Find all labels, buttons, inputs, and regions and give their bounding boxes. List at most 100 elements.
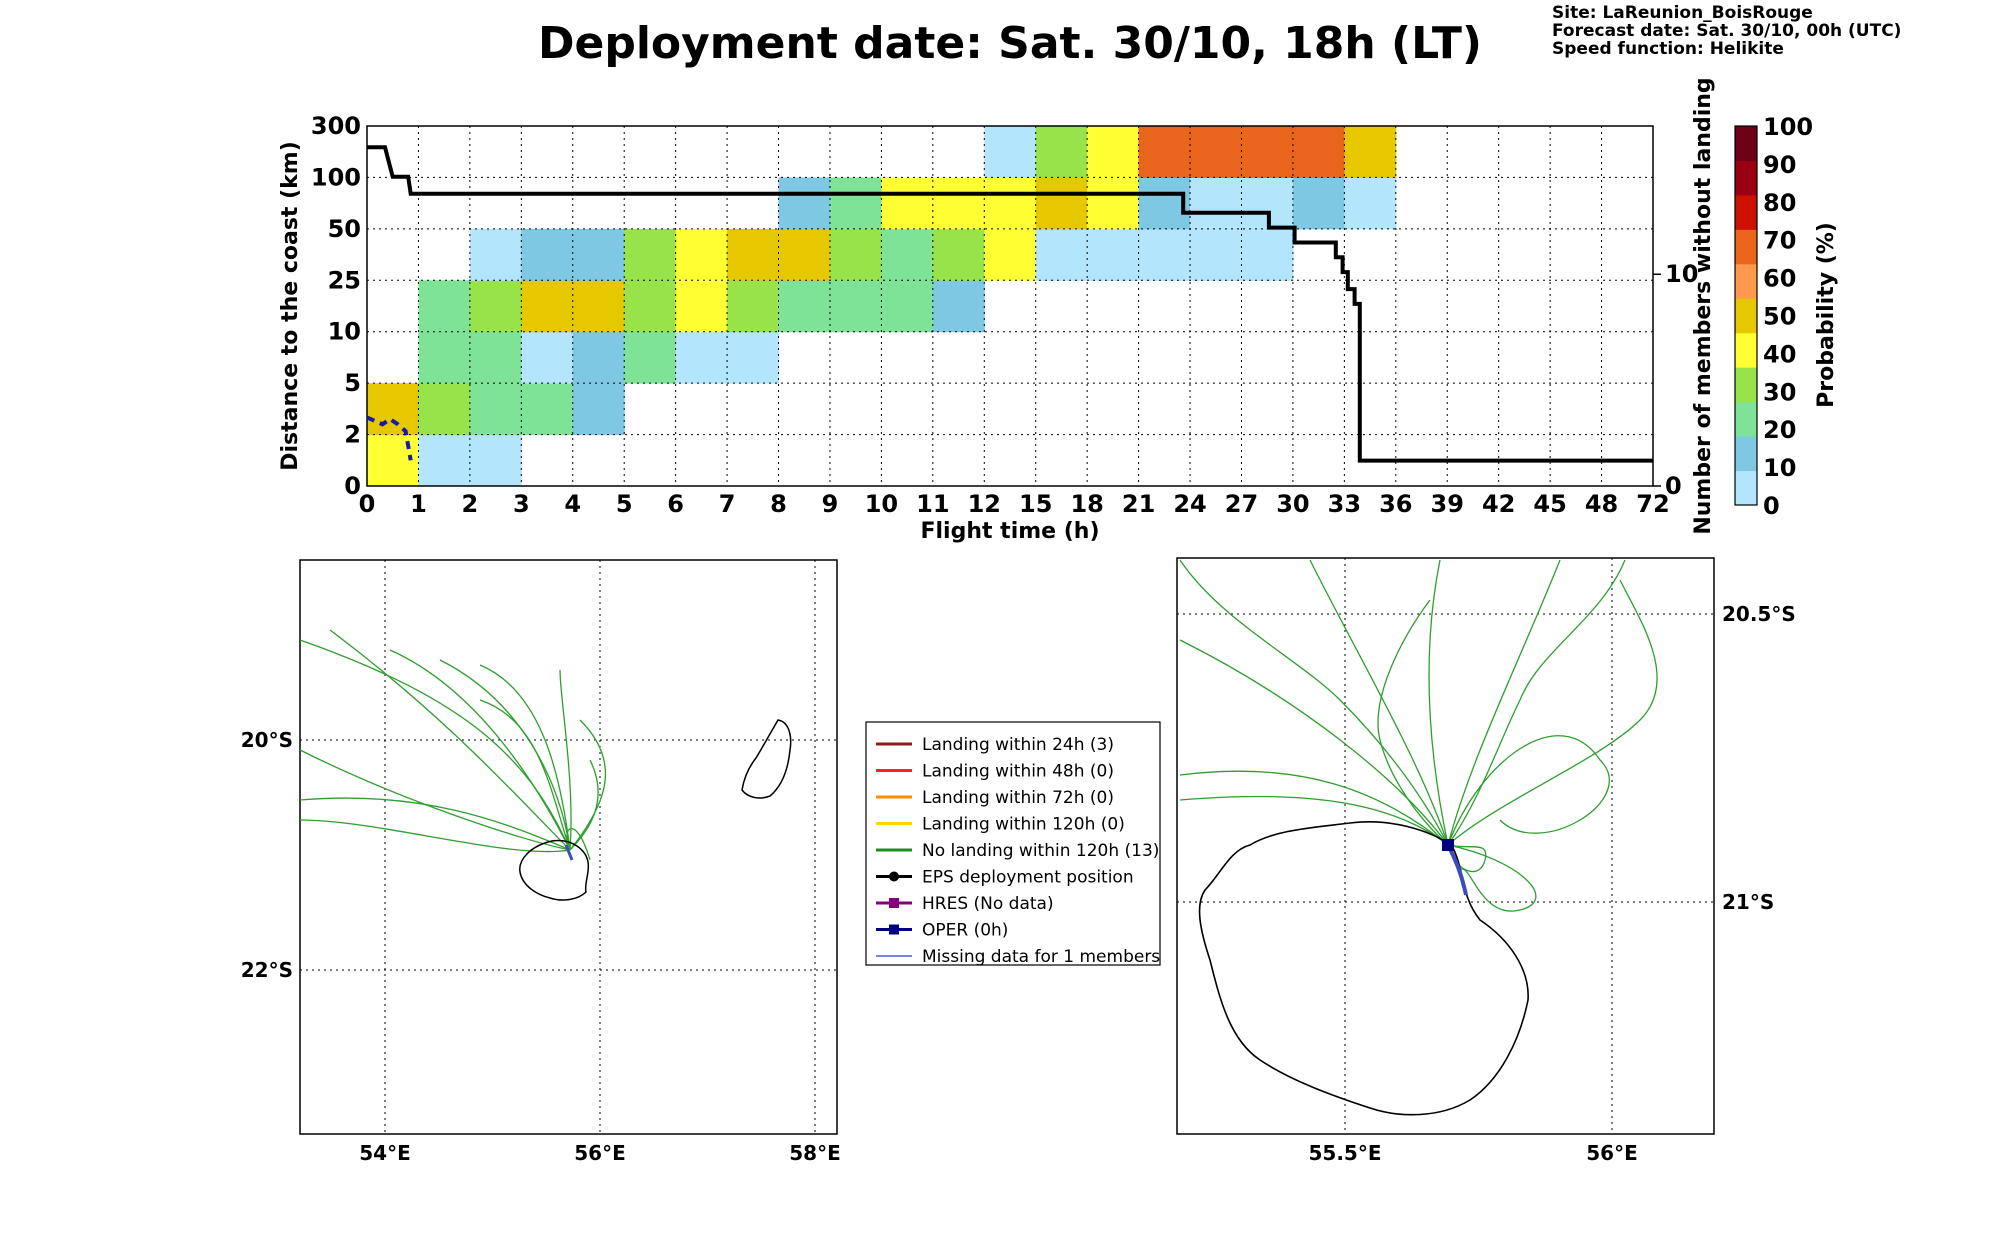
colorbar-tick-label: 80 <box>1763 189 1796 217</box>
x-tick-label: 24 <box>1173 490 1206 518</box>
colorbar-tick-label: 30 <box>1763 378 1796 406</box>
trajectory <box>299 639 571 851</box>
heatmap-cell <box>572 228 625 281</box>
reunion-island-outline <box>1198 821 1529 1116</box>
heatmap-cell <box>469 228 522 281</box>
colorbar-tick-label: 60 <box>1763 265 1796 293</box>
colorbar-swatch <box>1735 160 1757 196</box>
x-tick-label: 21 <box>1122 490 1155 518</box>
left-map-y-tick: 20°S <box>241 728 293 752</box>
x-tick-label: 2 <box>462 490 479 518</box>
heatmap-cell <box>1190 177 1242 230</box>
mauritius-island-outline <box>741 719 792 799</box>
oper-track <box>564 844 574 861</box>
heatmap-cell <box>727 228 780 281</box>
x-tick-label: 1 <box>410 490 427 518</box>
y-tick-label: 100 <box>311 163 361 191</box>
trajectory <box>1447 844 1487 873</box>
legend-item: Landing within 24h (3) <box>876 735 1114 755</box>
right-map-x-tick: 56°E <box>1586 1141 1638 1165</box>
heatmap-cell <box>1087 228 1140 281</box>
site-label: Site: LaReunion_BoisRouge <box>1552 3 1813 23</box>
heatmap-cell <box>778 177 831 230</box>
heatmap-cell <box>367 383 419 436</box>
heatmap-cell <box>418 280 471 333</box>
heatmap-cell <box>469 280 522 333</box>
heatmap-cell <box>418 331 471 384</box>
colorbar-tick-label: 50 <box>1763 303 1796 331</box>
heatmap-cell <box>1035 126 1088 178</box>
heatmap-cell <box>418 383 471 436</box>
y-axis-label: Distance to the coast (km) <box>278 141 303 471</box>
colorbar-swatch <box>1735 332 1757 368</box>
x-tick-label: 36 <box>1379 490 1412 518</box>
heatmap-cell <box>521 228 574 281</box>
x-axis-label: Flight time (h) <box>920 519 1099 544</box>
heatmap-cell <box>1138 126 1191 178</box>
colorbar: 0 10 20 30 40 50 60 70 80 90 100 <box>1734 113 1813 520</box>
heatmap-cell <box>932 228 985 281</box>
legend-item: Landing within 48h (0) <box>876 762 1114 782</box>
legend-label: OPER (0h) <box>922 921 1008 941</box>
heatmap-cell <box>829 280 882 333</box>
legend-item: EPS deployment position <box>876 868 1134 888</box>
right-map: 55.5°E 56°E 20.5°S 21°S <box>1176 557 1796 1165</box>
trajectory <box>1447 559 1626 846</box>
x-tick-label: 39 <box>1431 490 1464 518</box>
x-tick-label: 11 <box>916 490 949 518</box>
heatmap-cell <box>469 434 522 487</box>
trajectory <box>1179 795 1449 846</box>
heatmap-frame <box>366 125 1654 487</box>
legend-item: HRES (No data) <box>876 894 1054 914</box>
legend-item: Landing within 72h (0) <box>876 788 1114 808</box>
heatmap-cell <box>829 228 882 281</box>
colorbar-label: Probability (%) <box>1814 222 1839 408</box>
y2-tick-label: 10 <box>1665 260 1698 288</box>
x-tick-label: 5 <box>616 490 633 518</box>
trajectory <box>1377 599 1449 846</box>
legend-label: EPS deployment position <box>922 868 1134 888</box>
trajectory <box>479 664 571 851</box>
heatmap-cell <box>1035 228 1088 281</box>
heatmap-cell <box>881 228 934 281</box>
colorbar-tick-label: 10 <box>1763 454 1796 482</box>
x-tick-label: 8 <box>770 490 787 518</box>
x-tick-label: 27 <box>1225 490 1258 518</box>
left-map-y-tick: 22°S <box>241 958 293 982</box>
heatmap-cell <box>624 280 677 333</box>
colorbar-tick-label: 90 <box>1763 151 1796 179</box>
trajectory <box>299 749 571 851</box>
trajectory <box>1179 770 1449 846</box>
members-without-landing-line <box>367 145 1653 463</box>
heatmap-cell <box>1087 126 1140 178</box>
x-tick-label: 48 <box>1585 490 1618 518</box>
x-tick-label: 3 <box>513 490 530 518</box>
colorbar-tick-label: 40 <box>1763 340 1796 368</box>
heatmap-cell <box>521 383 574 436</box>
colorbar-frame <box>1734 125 1758 506</box>
heatmap-cell <box>624 331 677 384</box>
trajectory <box>569 719 607 851</box>
colorbar-swatch <box>1735 126 1757 161</box>
y-tick-label: 25 <box>328 266 361 294</box>
speed-label: Speed function: Helikite <box>1552 39 1784 59</box>
heatmap-cell <box>469 383 522 436</box>
reunion-island-outline <box>519 839 590 901</box>
trajectory <box>329 629 571 851</box>
oper-distance-line <box>366 415 413 461</box>
y-tick-label: 10 <box>328 318 361 346</box>
heatmap-cell <box>367 434 419 487</box>
colorbar-swatch <box>1735 470 1757 506</box>
legend-label: HRES (No data) <box>922 894 1054 914</box>
heatmap-series <box>366 145 1653 463</box>
heatmap-cell <box>521 280 574 333</box>
trajectory <box>1447 844 1537 912</box>
heatmap-cell <box>1241 126 1294 178</box>
heatmap-cell <box>984 177 1037 230</box>
legend-marker <box>889 871 899 882</box>
heatmap-cell <box>521 331 574 384</box>
y-tick-label: 0 <box>344 472 361 500</box>
heatmap-cell <box>572 383 625 436</box>
heatmap-cell <box>675 331 728 384</box>
